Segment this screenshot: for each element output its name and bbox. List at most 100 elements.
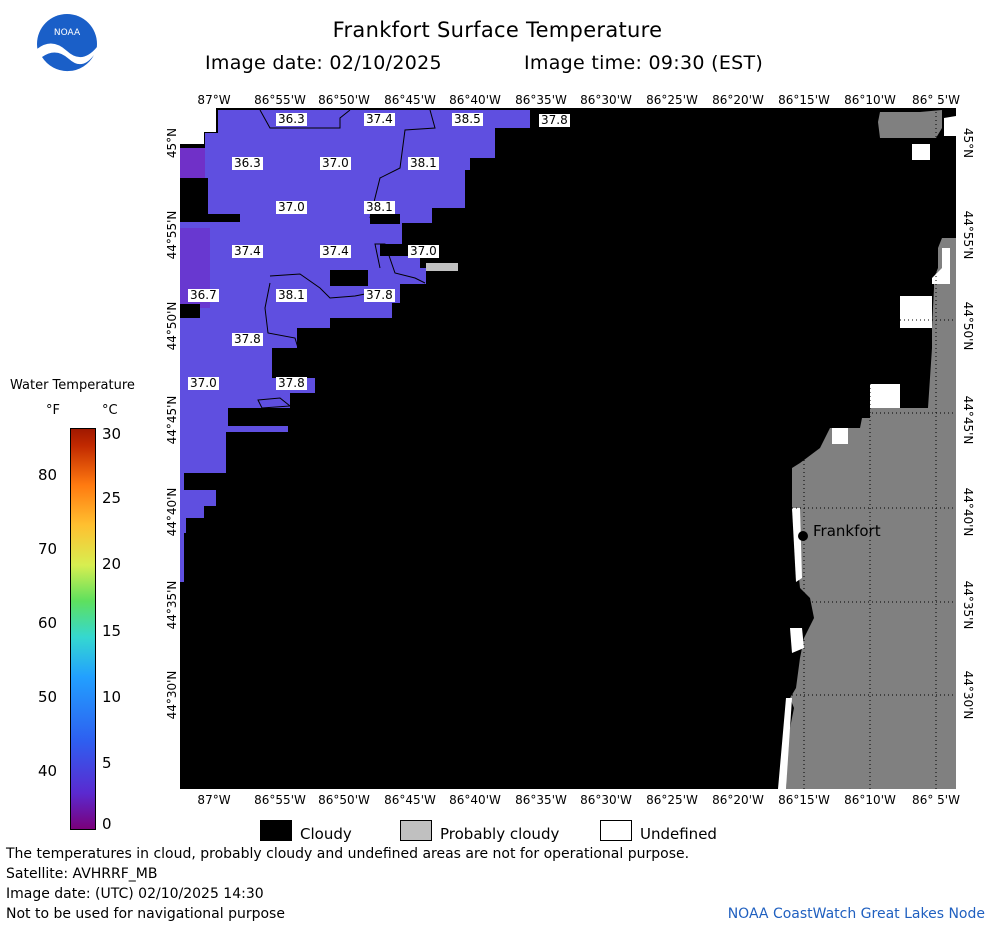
unit-f: °F bbox=[46, 403, 60, 418]
lon-tick: 87°W bbox=[197, 793, 231, 807]
cloud-patch bbox=[370, 214, 400, 224]
image-date: Image date: 02/10/2025 bbox=[205, 52, 442, 74]
temp-label: 37.0 bbox=[408, 244, 439, 258]
city-label: Frankfort bbox=[813, 522, 881, 540]
colorbar bbox=[70, 428, 96, 830]
legend-probably-cloudy-label: Probably cloudy bbox=[440, 825, 560, 843]
lon-tick: 86°10'W bbox=[844, 793, 896, 807]
sst-map: 36.3 37.4 38.5 37.8 36.3 37.0 38.1 37.0 … bbox=[180, 108, 956, 789]
f-tick: 80 bbox=[38, 466, 58, 484]
water-dark-region bbox=[180, 148, 205, 178]
temp-label: 37.0 bbox=[320, 156, 351, 170]
legend-undefined-swatch bbox=[600, 820, 632, 841]
lat-tick: 44°45'N bbox=[961, 395, 975, 445]
footer-credit: NOAA CoastWatch Great Lakes Node bbox=[727, 906, 985, 922]
temp-label: 37.4 bbox=[320, 244, 351, 258]
temp-label: 37.8 bbox=[364, 288, 395, 302]
cloud-patch bbox=[180, 214, 240, 222]
lon-tick: 86°15'W bbox=[778, 93, 830, 107]
page-title: Frankfort Surface Temperature bbox=[332, 18, 663, 42]
undefined-region bbox=[944, 116, 956, 136]
cloud-patch bbox=[180, 178, 208, 214]
cloud-patch bbox=[330, 270, 368, 286]
cloud-patch bbox=[380, 244, 410, 256]
c-tick: 10 bbox=[102, 688, 122, 706]
temp-label: 36.3 bbox=[276, 112, 307, 126]
unit-c: °C bbox=[102, 403, 118, 418]
undefined-region bbox=[832, 428, 848, 444]
lon-tick: 86°20'W bbox=[712, 793, 764, 807]
lon-tick: 86° 5'W bbox=[912, 93, 960, 107]
temp-label: 38.1 bbox=[364, 200, 395, 214]
contour-lines bbox=[257, 109, 436, 409]
lon-tick: 87°W bbox=[197, 93, 231, 107]
lat-tick: 44°40'N bbox=[961, 487, 975, 537]
lon-tick: 86°55'W bbox=[254, 793, 306, 807]
undefined-region bbox=[792, 508, 802, 582]
lat-tick: 44°50'N bbox=[165, 301, 179, 351]
lat-tick: 44°50'N bbox=[961, 301, 975, 351]
lat-tick: 44°35'N bbox=[165, 580, 179, 630]
temp-label: 38.1 bbox=[408, 156, 439, 170]
lon-tick: 86°35'W bbox=[515, 793, 567, 807]
temp-label: 37.0 bbox=[188, 376, 219, 390]
lon-tick: 86°15'W bbox=[778, 793, 830, 807]
temp-label: 37.4 bbox=[364, 112, 395, 126]
temp-label: 36.7 bbox=[188, 288, 219, 302]
lon-tick: 86°30'W bbox=[580, 93, 632, 107]
undefined-region bbox=[790, 628, 804, 653]
footer-utc-date: Image date: (UTC) 02/10/2025 14:30 bbox=[6, 886, 264, 902]
lon-tick: 86°30'W bbox=[580, 793, 632, 807]
lat-tick: 44°30'N bbox=[961, 670, 975, 720]
lon-tick: 86°20'W bbox=[712, 93, 764, 107]
undefined-region bbox=[900, 296, 932, 328]
temp-label: 36.3 bbox=[232, 156, 263, 170]
legend-cloudy-swatch bbox=[260, 820, 292, 841]
lat-tick: 44°55'N bbox=[961, 210, 975, 260]
lat-tick: 44°40'N bbox=[165, 487, 179, 537]
f-tick: 60 bbox=[38, 614, 58, 632]
lat-tick: 44°55'N bbox=[165, 210, 179, 260]
c-tick: 30 bbox=[102, 425, 122, 443]
f-tick: 70 bbox=[38, 540, 58, 558]
lat-tick: 45°N bbox=[165, 127, 179, 159]
temp-label: 37.8 bbox=[232, 332, 263, 346]
temp-label: 38.5 bbox=[452, 112, 483, 126]
c-tick: 15 bbox=[102, 622, 122, 640]
lon-tick: 86°25'W bbox=[646, 793, 698, 807]
lon-tick: 86°50'W bbox=[318, 793, 370, 807]
graticule bbox=[780, 108, 956, 789]
c-tick: 20 bbox=[102, 555, 122, 573]
lat-tick: 45°N bbox=[961, 127, 975, 159]
water-dark-region bbox=[180, 228, 210, 308]
frankfort-marker bbox=[798, 531, 808, 541]
undefined-region bbox=[932, 248, 950, 284]
probably-cloudy-patch bbox=[426, 263, 458, 271]
logo-text: NOAA bbox=[54, 28, 81, 38]
legend-probably-cloudy-swatch bbox=[400, 820, 432, 841]
lon-tick: 86°10'W bbox=[844, 93, 896, 107]
land-region bbox=[878, 110, 942, 138]
undefined-region bbox=[778, 698, 792, 789]
lon-tick: 86° 5'W bbox=[912, 793, 960, 807]
image-time: Image time: 09:30 (EST) bbox=[524, 52, 764, 74]
f-tick: 40 bbox=[38, 762, 58, 780]
lon-tick: 86°55'W bbox=[254, 93, 306, 107]
undefined-region bbox=[912, 144, 930, 160]
lon-tick: 86°45'W bbox=[384, 793, 436, 807]
lon-tick: 86°50'W bbox=[318, 93, 370, 107]
lat-tick: 44°35'N bbox=[961, 580, 975, 630]
c-tick: 25 bbox=[102, 489, 122, 507]
f-tick: 50 bbox=[38, 688, 58, 706]
temp-label: 37.0 bbox=[276, 200, 307, 214]
footer-nav: Not to be used for navigational purpose bbox=[6, 906, 285, 922]
lat-tick: 44°45'N bbox=[165, 395, 179, 445]
colorbar-title: Water Temperature bbox=[10, 378, 135, 393]
lon-tick: 86°40'W bbox=[449, 93, 501, 107]
c-tick: 5 bbox=[102, 754, 112, 772]
land-region bbox=[786, 238, 956, 789]
temp-label: 37.4 bbox=[232, 244, 263, 258]
lon-tick: 86°45'W bbox=[384, 93, 436, 107]
legend-undefined-label: Undefined bbox=[640, 825, 717, 843]
noaa-logo: NOAA bbox=[36, 13, 98, 83]
